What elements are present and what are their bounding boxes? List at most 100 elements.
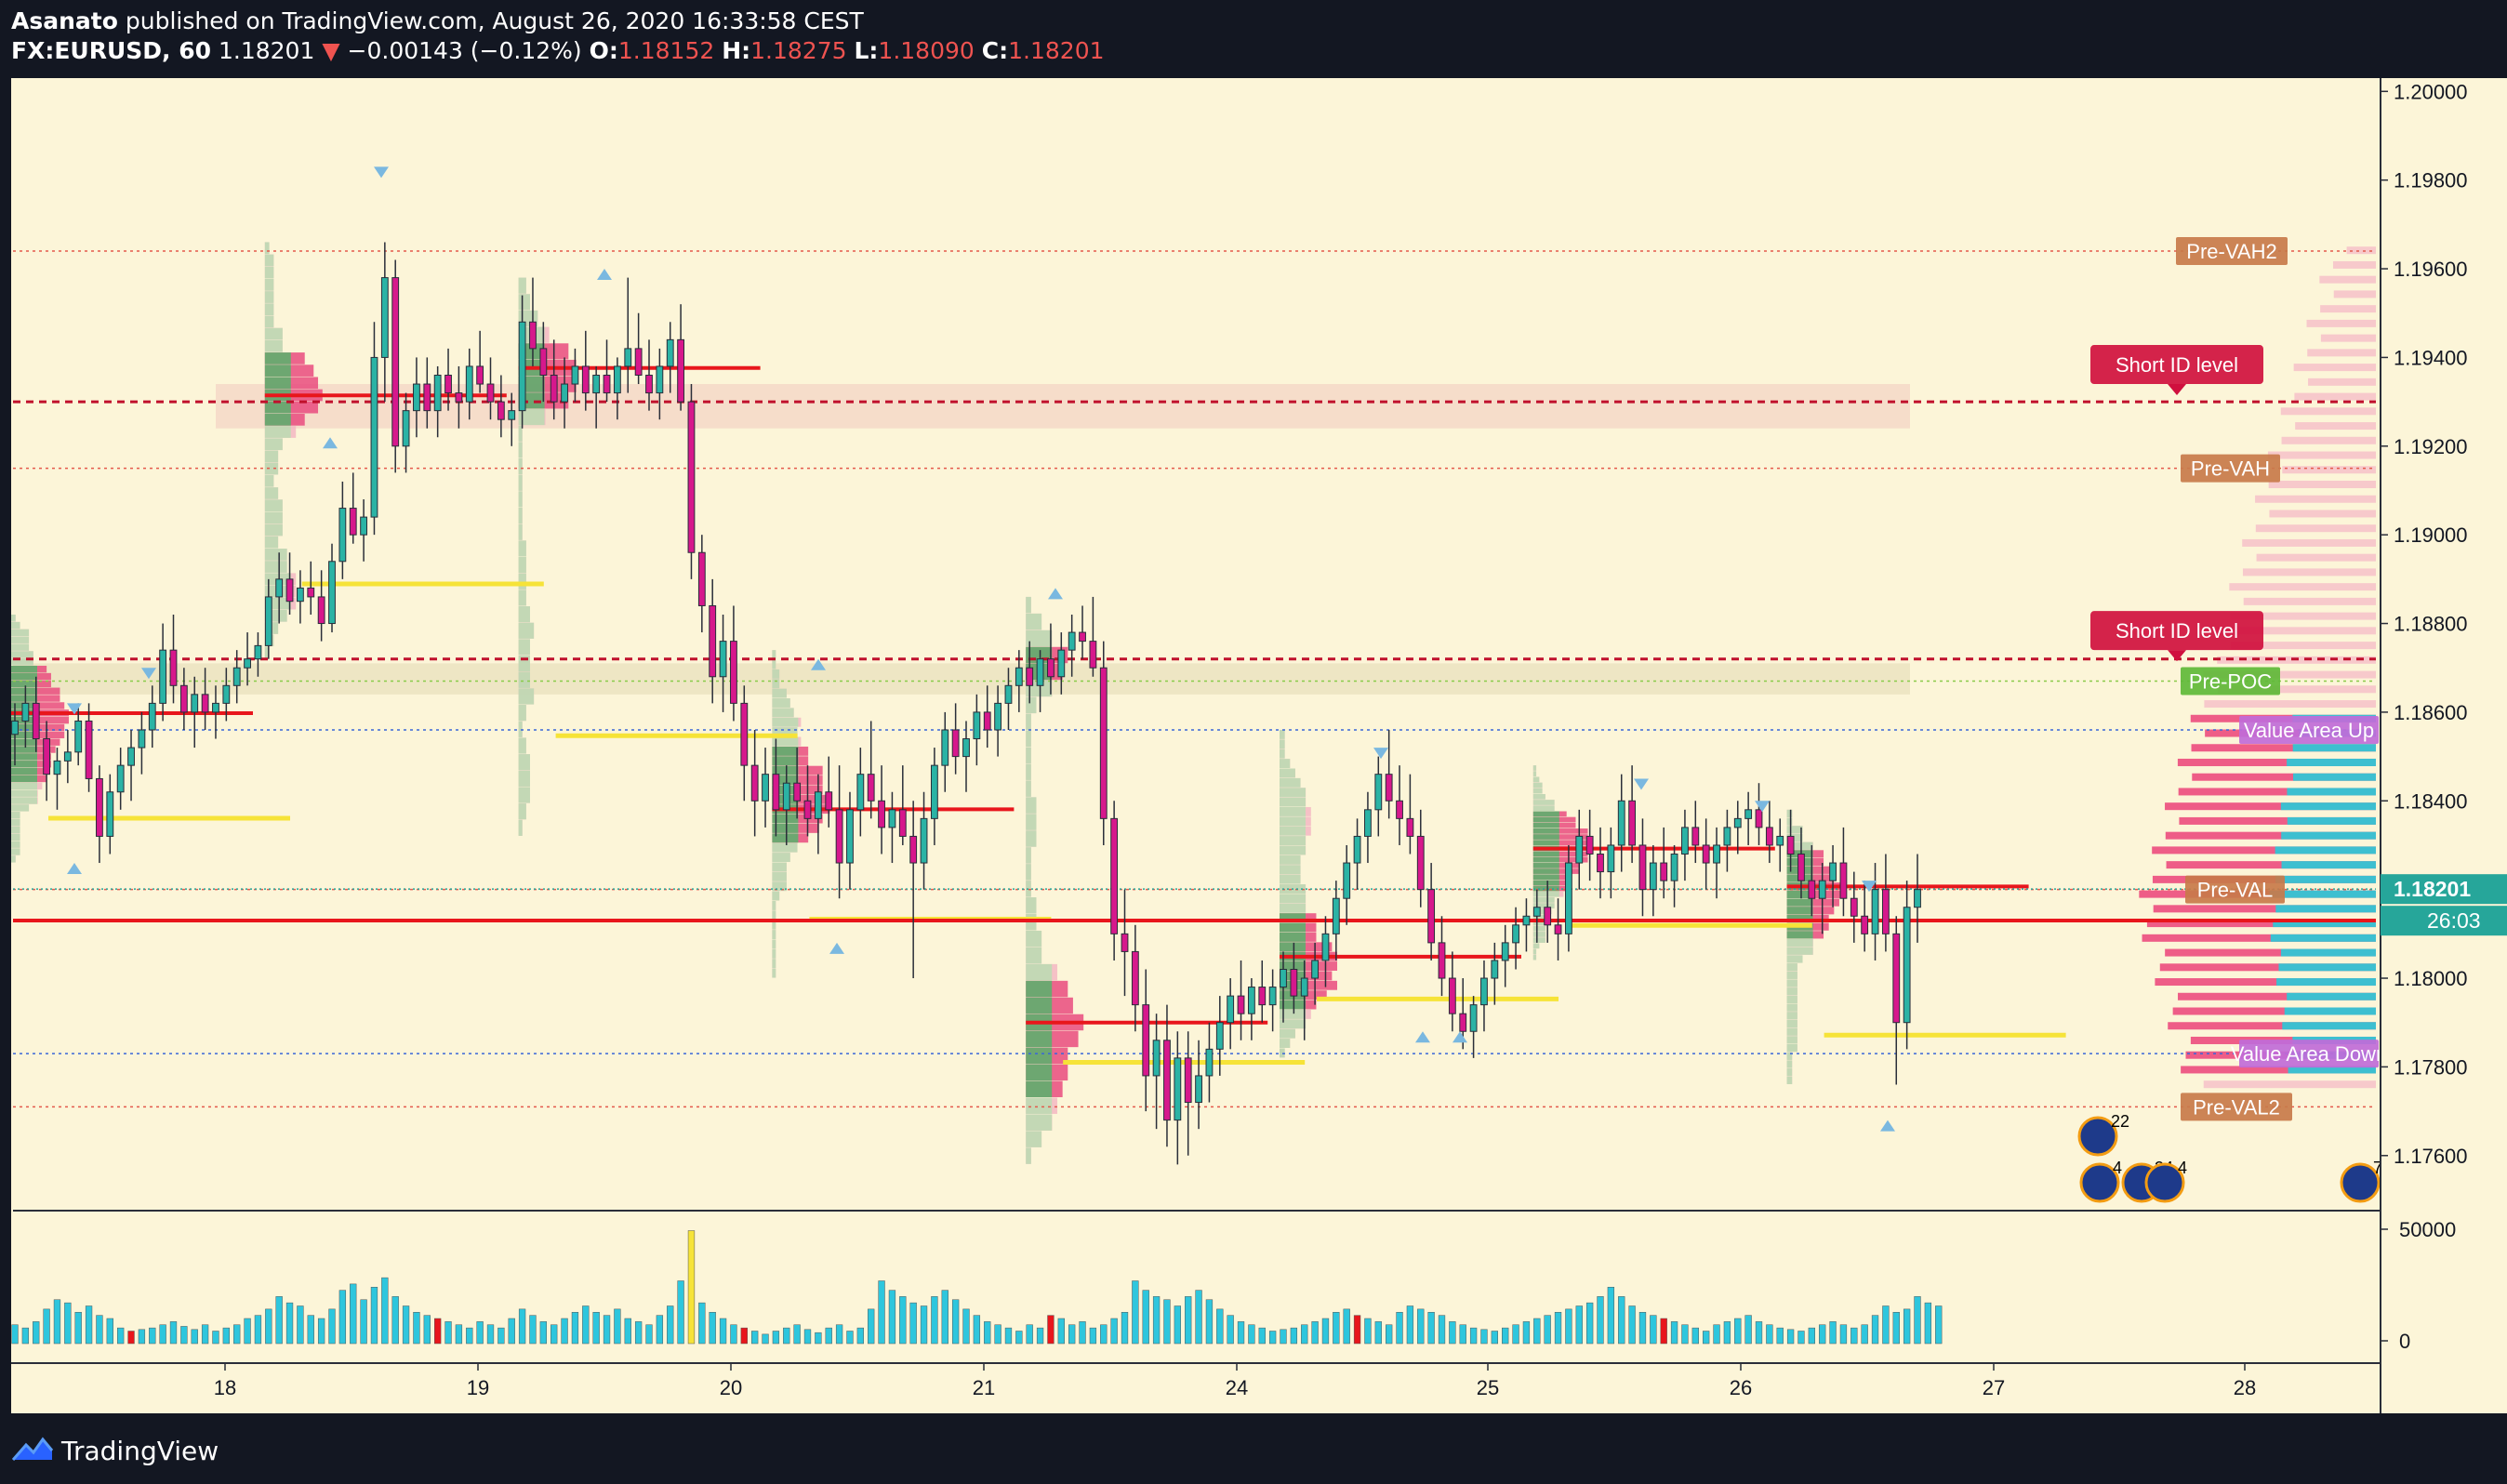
profile-row-base xyxy=(1532,834,1559,840)
profile-row-base xyxy=(11,665,37,673)
profile-row xyxy=(1532,828,1588,834)
candle-body xyxy=(106,791,114,837)
profile-row-base xyxy=(1280,1000,1306,1010)
candle-body xyxy=(85,720,93,779)
event-count: 4 xyxy=(2113,1159,2122,1177)
profile-row-base xyxy=(1532,788,1543,794)
candle-body xyxy=(867,774,875,802)
candle-body xyxy=(1036,658,1044,686)
y-tick-label: 1.19600 xyxy=(2394,258,2468,281)
profile-row-base xyxy=(1026,797,1037,814)
composite-profile-row xyxy=(2192,773,2376,781)
volume-bar xyxy=(233,1324,241,1345)
volume-bar xyxy=(1650,1315,1657,1345)
composite-profile-vol xyxy=(2270,934,2376,942)
y-tick-label: 1.19000 xyxy=(2394,523,2468,547)
candle-body xyxy=(423,383,431,412)
profile-row-base xyxy=(772,842,798,853)
volume-bar xyxy=(803,1329,812,1345)
footer-bar: TradingView xyxy=(0,1415,2507,1484)
volume-bar xyxy=(687,1230,696,1345)
candle-body xyxy=(1597,854,1604,873)
profile-row-base xyxy=(1280,865,1301,875)
profile-row-base xyxy=(1026,1047,1053,1065)
volume-bar xyxy=(1681,1324,1689,1345)
candle-body xyxy=(709,604,717,678)
volume-bar xyxy=(1406,1305,1414,1345)
volume-bar xyxy=(1871,1315,1879,1345)
candle-body xyxy=(1871,889,1879,934)
candle-body xyxy=(898,809,907,837)
profile-row-base xyxy=(518,491,523,508)
composite-profile-row xyxy=(2204,700,2376,709)
volume-bar xyxy=(1638,1312,1647,1345)
composite-profile-row xyxy=(2203,670,2376,679)
volume-bar xyxy=(1015,1331,1023,1345)
candle-body xyxy=(592,374,601,394)
candle-body xyxy=(1512,924,1519,944)
current-price-badge xyxy=(2381,874,2507,905)
candle-body xyxy=(285,578,294,603)
candle-body xyxy=(1638,844,1647,891)
candle-body xyxy=(1004,684,1013,704)
profile-row-base xyxy=(1280,826,1306,836)
profile-row-base xyxy=(518,507,523,524)
candle-body xyxy=(624,348,632,367)
chart-area[interactable]: Pre-VAH2 Short ID level Pre-VAH Short ID le… xyxy=(0,0,2507,1415)
candle-body xyxy=(127,747,135,766)
candle-body xyxy=(264,596,272,646)
volume-bar xyxy=(1185,1296,1192,1345)
down-triangle-icon: ▼ xyxy=(322,37,340,64)
level-label-bg xyxy=(2181,667,2280,696)
candle-body xyxy=(1237,995,1245,1014)
profile-row-base xyxy=(518,819,523,836)
volume-bar xyxy=(1142,1290,1149,1345)
volume-bar xyxy=(962,1308,970,1345)
profile-row-base xyxy=(264,315,274,328)
signal-triangle-icon xyxy=(67,863,82,875)
candle-body xyxy=(1280,968,1287,988)
composite-profile-row xyxy=(2191,744,2376,752)
volume-bar xyxy=(1057,1318,1065,1345)
candle-body xyxy=(1184,1057,1192,1104)
tradingview-brand[interactable]: TradingView xyxy=(61,1436,219,1466)
profile-row-base xyxy=(1280,1009,1306,1019)
profile-row-base xyxy=(264,499,283,511)
open-value: 1.18152 xyxy=(617,37,715,64)
candle-body xyxy=(1628,800,1637,846)
profile-row-base xyxy=(1532,897,1555,903)
volume-bar xyxy=(518,1308,526,1345)
current-price-label: 1.18201 xyxy=(2394,877,2471,901)
low-label: L: xyxy=(854,37,879,64)
author-name[interactable]: Asanato xyxy=(11,7,118,34)
symbol-label[interactable]: FX:EURUSD, 60 xyxy=(11,37,212,64)
volume-bar xyxy=(1301,1324,1308,1345)
profile-row-base xyxy=(11,804,30,812)
candle-body xyxy=(561,383,568,403)
volume-bar xyxy=(1670,1321,1678,1345)
composite-profile-row xyxy=(2281,436,2376,444)
profile-row-base xyxy=(264,549,287,561)
profile-row-base xyxy=(1280,1039,1291,1048)
volume-bar xyxy=(508,1318,515,1345)
profile-row-base xyxy=(264,327,283,340)
volume-bar xyxy=(561,1318,568,1345)
volume-bar xyxy=(1766,1324,1773,1345)
volume-bar xyxy=(846,1331,854,1345)
level-label-text: Pre-VAH xyxy=(2191,457,2270,481)
profile-row-base xyxy=(1786,938,1813,947)
composite-profile-vol xyxy=(2282,1022,2376,1030)
volume-bar xyxy=(307,1315,314,1345)
level-label-bg xyxy=(2181,454,2280,483)
volume-bar xyxy=(1575,1305,1583,1345)
candle-body xyxy=(1416,835,1425,891)
level-label-bg xyxy=(2239,1040,2379,1068)
composite-profile-row xyxy=(2295,422,2376,431)
profile-row-base xyxy=(1280,961,1306,971)
volume-bar xyxy=(909,1302,917,1345)
composite-profile-row xyxy=(2172,1007,2376,1015)
tradingview-logo-icon[interactable] xyxy=(11,1434,54,1464)
composite-profile-row xyxy=(2142,934,2376,942)
volume-bar xyxy=(984,1321,991,1345)
profile-row-base xyxy=(772,736,799,747)
